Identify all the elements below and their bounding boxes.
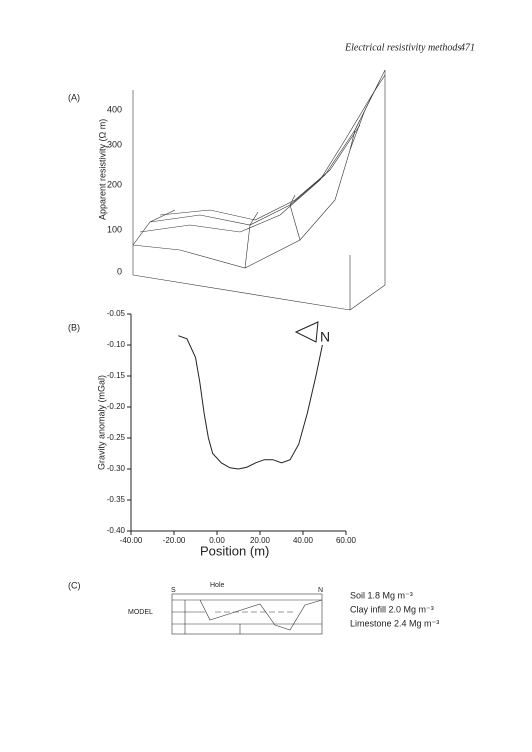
north-label: N (318, 587, 323, 594)
mesh (132, 209, 176, 246)
tick-label: 0 (117, 266, 122, 276)
y-tick-label: -0.30 (107, 464, 126, 473)
mesh (132, 69, 386, 269)
gravity-chart: -0.05 -0.10 -0.15 -0.20 -0.25 -0.30 -0.35 -0.40… (107, 309, 357, 545)
north-arrow (294, 321, 319, 343)
north-label: N (320, 329, 330, 345)
page-number: 471 (460, 42, 475, 53)
x-tick-label: 0.00 (209, 536, 225, 545)
hole-label: Hole (210, 582, 225, 589)
panel-label: (B) (68, 322, 80, 332)
y-axis-title: Gravity anomaly (mGal) (96, 375, 106, 470)
x-tick-label: -20.00 (163, 536, 186, 545)
y-tick-label: -0.05 (107, 309, 126, 318)
mesh (159, 124, 361, 221)
section-box (171, 593, 323, 635)
y-tick-label: -0.10 (107, 340, 126, 349)
surface-plot (132, 69, 386, 311)
x-tick-label: -40.00 (120, 536, 143, 545)
tick-label: 200 (107, 179, 122, 189)
panel-label: (C) (68, 580, 81, 590)
panel-label: (A) (68, 92, 80, 102)
y-tick-label: -0.15 (107, 371, 126, 380)
gravity-curve (178, 335, 323, 470)
x-tick-label: 60.00 (336, 536, 357, 545)
model-label: MODEL (128, 609, 153, 616)
x-tick-label: 40.00 (293, 536, 314, 545)
x-tick-label: 20.00 (250, 536, 271, 545)
mesh (289, 194, 301, 241)
y-axis-title-group: Apparent resistivity (Ω m) (97, 119, 107, 220)
y-tick-label: -0.40 (107, 526, 126, 535)
y-axis-title-group: Gravity anomaly (mGal) (96, 375, 106, 470)
mesh (149, 79, 381, 226)
tick-label: 400 (107, 104, 122, 114)
tick-label: 300 (107, 139, 122, 149)
legend-entry: Limestone 2.4 Mg m⁻³ (350, 618, 439, 628)
mesh (349, 119, 361, 151)
axis (349, 284, 386, 311)
legend-entry: Soil 1.8 Mg m⁻³ (350, 590, 413, 600)
model-section (171, 593, 323, 635)
mesh (244, 211, 259, 269)
y-tick-label: -0.35 (107, 495, 126, 504)
tick-label: 100 (107, 224, 122, 234)
running-title: Electrical resistivity methods (344, 42, 461, 53)
y-axis-title: Apparent resistivity (Ω m) (97, 119, 107, 220)
mesh (139, 74, 386, 233)
y-tick-label: -0.20 (107, 402, 126, 411)
legend-entry: Clay infill 2.0 Mg m⁻³ (350, 604, 434, 614)
x-axis-title: Position (m) (200, 543, 269, 558)
south-label: S (171, 587, 176, 594)
y-tick-label: -0.25 (107, 433, 126, 442)
clay-boundary (199, 599, 323, 631)
axis (132, 274, 351, 311)
